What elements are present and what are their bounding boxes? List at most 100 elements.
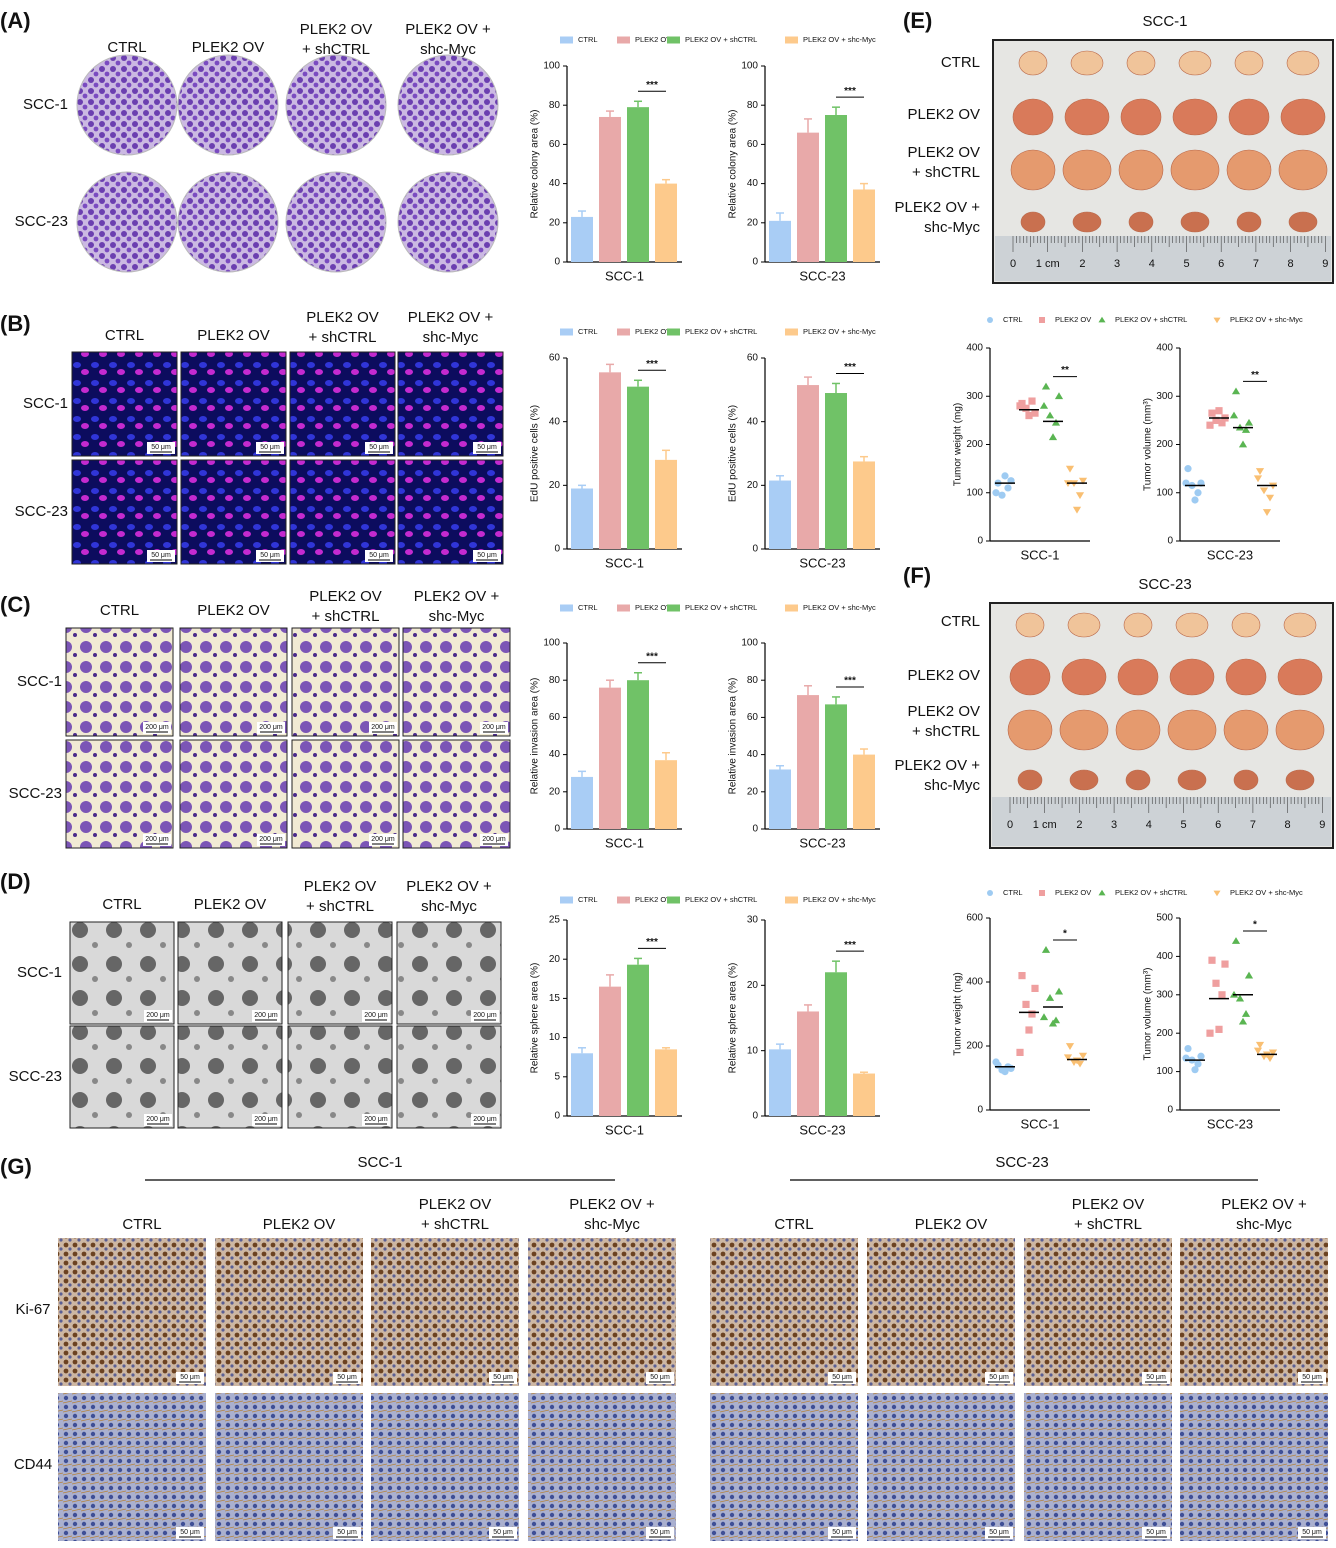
y-tick-label: 100 xyxy=(966,487,983,498)
row-label: + shCTRL xyxy=(912,164,980,181)
tumor xyxy=(1283,612,1317,638)
micrograph xyxy=(179,627,288,737)
point xyxy=(1265,494,1275,502)
x-axis-label: SCC-1 xyxy=(605,555,644,570)
bar xyxy=(769,1049,791,1116)
scale-bar-box xyxy=(176,1527,204,1539)
tumor xyxy=(1172,98,1218,136)
scale-bar-label: 200 μm xyxy=(145,836,169,843)
y-tick-label: 40 xyxy=(549,178,561,189)
point xyxy=(1238,1017,1248,1025)
photo-title: SCC-23 xyxy=(1138,576,1191,593)
row-label: PLEK2 OV xyxy=(907,106,980,123)
column-header: shc-Myc xyxy=(1236,1216,1292,1233)
y-tick-label: 500 xyxy=(1156,913,1173,924)
ruler-label: 5 xyxy=(1180,819,1186,831)
tumor xyxy=(1062,149,1112,191)
ihc-image xyxy=(371,1393,519,1541)
tumor xyxy=(1115,709,1161,751)
micrograph xyxy=(177,921,283,1025)
y-axis-label: Relative sphere area (%) xyxy=(728,963,739,1074)
scale-bar-label: 50 μm xyxy=(477,552,497,559)
point xyxy=(1255,1041,1265,1049)
tumor xyxy=(1009,658,1051,696)
point xyxy=(1235,994,1245,1002)
point xyxy=(1184,1044,1192,1053)
y-tick-label: 80 xyxy=(747,675,759,686)
y-tick-label: 60 xyxy=(549,712,561,723)
bar xyxy=(599,372,621,549)
point xyxy=(1221,960,1229,968)
legend-label: CTRL xyxy=(578,895,598,904)
column-header: + shCTRL xyxy=(309,329,377,346)
legend-label: PLEK2 OV + shc-Myc xyxy=(803,603,876,612)
ruler-label: 1 cm xyxy=(1033,819,1057,831)
panel-label: (C) xyxy=(0,592,31,617)
y-tick-label: 0 xyxy=(554,544,560,555)
legend-swatch xyxy=(667,896,680,904)
tumor xyxy=(1069,769,1099,791)
scale-bar-box xyxy=(489,1372,517,1384)
row-label: SCC-23 xyxy=(9,785,62,802)
tumor xyxy=(1018,50,1048,76)
column-header: shc-Myc xyxy=(420,41,476,58)
legend-swatch xyxy=(785,328,798,336)
y-tick-label: 20 xyxy=(747,217,759,228)
scale-bar-label: 50 μm xyxy=(650,1529,670,1536)
bar xyxy=(797,132,819,262)
tumor xyxy=(1231,612,1261,638)
micrograph xyxy=(396,921,502,1025)
panel-label: (F) xyxy=(903,563,931,588)
scale-bar-label: 200 μm xyxy=(146,1012,170,1019)
micrograph xyxy=(180,351,287,457)
bar xyxy=(571,216,593,262)
micrograph xyxy=(397,351,504,457)
point xyxy=(1063,1054,1073,1062)
micrograph xyxy=(65,627,174,737)
scale-bar-label: 200 μm xyxy=(259,836,283,843)
legend-swatch xyxy=(785,604,798,612)
y-tick-label: 80 xyxy=(747,100,759,111)
ihc-image xyxy=(528,1238,676,1386)
column-header: PLEK2 OV xyxy=(306,309,379,326)
bar xyxy=(769,480,791,549)
legend-label: PLEK2 OV xyxy=(1055,888,1091,897)
column-header: CTRL xyxy=(100,602,139,619)
y-tick-label: 25 xyxy=(549,915,561,926)
tumor xyxy=(1275,709,1325,751)
tumor xyxy=(1236,211,1262,233)
tumor xyxy=(1070,50,1104,76)
legend-label: PLEK2 OV xyxy=(635,895,671,904)
point xyxy=(1004,484,1012,492)
row-label: PLEK2 OV + xyxy=(895,757,981,774)
tumor xyxy=(1123,612,1153,638)
scale-bar-label: 200 μm xyxy=(254,1116,278,1123)
row-label: PLEK2 OV xyxy=(907,667,980,684)
legend-swatch xyxy=(617,896,630,904)
plate-image xyxy=(397,54,499,156)
point xyxy=(1051,418,1061,426)
legend-label: PLEK2 OV + shCTRL xyxy=(685,895,757,904)
plate-image xyxy=(177,54,279,156)
bar xyxy=(571,776,593,829)
scale-bar-label: 50 μm xyxy=(369,444,389,451)
point xyxy=(1206,421,1214,429)
scale-bar-box xyxy=(365,550,393,562)
point xyxy=(1098,889,1106,896)
photo-title: SCC-1 xyxy=(1142,13,1187,30)
bar xyxy=(853,461,875,549)
point xyxy=(1048,433,1058,441)
point xyxy=(1065,465,1075,473)
y-axis-label: Tumor volume (mm³) xyxy=(1143,968,1154,1061)
ruler-label: 6 xyxy=(1218,258,1224,270)
x-axis-label: SCC-1 xyxy=(605,1122,644,1137)
column-header: PLEK2 OV + xyxy=(408,309,494,326)
y-tick-label: 40 xyxy=(549,749,561,760)
scale-bar-box xyxy=(333,1527,361,1539)
point xyxy=(1231,937,1241,944)
point xyxy=(1048,1019,1058,1027)
plate-image xyxy=(76,171,178,273)
significance-label: *** xyxy=(844,86,856,97)
point xyxy=(1231,387,1241,395)
ihc-image xyxy=(867,1393,1015,1541)
